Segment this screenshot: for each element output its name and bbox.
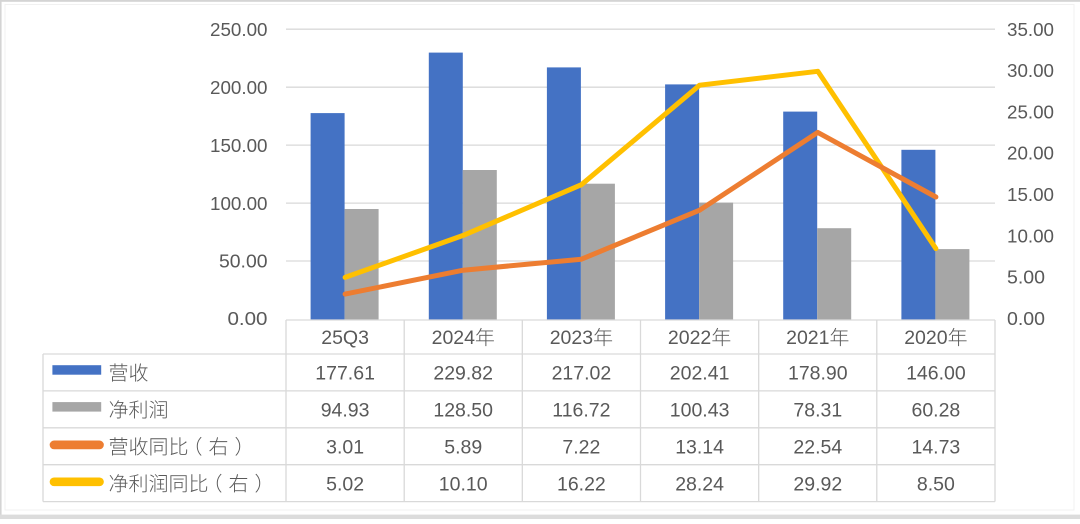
svg-text:217.02: 217.02 [552,363,612,385]
svg-text:2020: 2020 [904,327,948,349]
svg-text:2023: 2023 [550,327,593,349]
svg-text:30.00: 30.00 [1007,60,1054,81]
svg-text:7.22: 7.22 [562,436,600,458]
svg-text:150.00: 150.00 [210,135,268,156]
svg-text:13.14: 13.14 [675,436,724,458]
svg-text:2022: 2022 [668,327,711,349]
svg-text:94.93: 94.93 [321,400,370,422]
svg-text:28.24: 28.24 [675,473,724,495]
svg-text:10.10: 10.10 [439,473,488,495]
svg-text:146.00: 146.00 [906,363,966,385]
svg-text:8.50: 8.50 [917,473,955,495]
svg-text:22.54: 22.54 [793,436,842,458]
svg-text:250.00: 250.00 [210,19,268,40]
svg-text:2021: 2021 [786,327,829,349]
svg-text:5.00: 5.00 [1007,267,1045,288]
svg-text:177.61: 177.61 [315,363,375,385]
svg-text:35.00: 35.00 [1007,19,1054,40]
svg-text:20.00: 20.00 [1007,143,1054,164]
svg-text:3.01: 3.01 [326,436,364,458]
svg-text:202.41: 202.41 [670,363,730,385]
svg-text:16.22: 16.22 [557,473,606,495]
svg-text:50.00: 50.00 [219,251,268,272]
svg-text:14.73: 14.73 [911,436,960,458]
svg-text:100.43: 100.43 [670,400,730,422]
svg-text:128.50: 128.50 [433,400,493,422]
svg-text:2024: 2024 [432,327,476,349]
svg-text:178.90: 178.90 [788,363,848,385]
svg-text:78.31: 78.31 [793,400,842,422]
svg-text:5.89: 5.89 [444,436,482,458]
svg-text:116.72: 116.72 [552,400,610,422]
svg-text:5.02: 5.02 [326,473,364,495]
svg-text:229.82: 229.82 [433,363,493,385]
svg-text:15.00: 15.00 [1007,184,1054,205]
svg-text:25Q3: 25Q3 [321,327,369,349]
svg-text:29.92: 29.92 [793,473,842,495]
svg-text:25.00: 25.00 [1007,101,1054,122]
svg-text:100.00: 100.00 [210,193,268,214]
svg-text:0.00: 0.00 [1007,308,1045,329]
svg-text:0.00: 0.00 [228,308,268,329]
svg-text:200.00: 200.00 [210,77,268,98]
svg-text:60.28: 60.28 [911,400,960,422]
svg-text:10.00: 10.00 [1007,225,1054,246]
